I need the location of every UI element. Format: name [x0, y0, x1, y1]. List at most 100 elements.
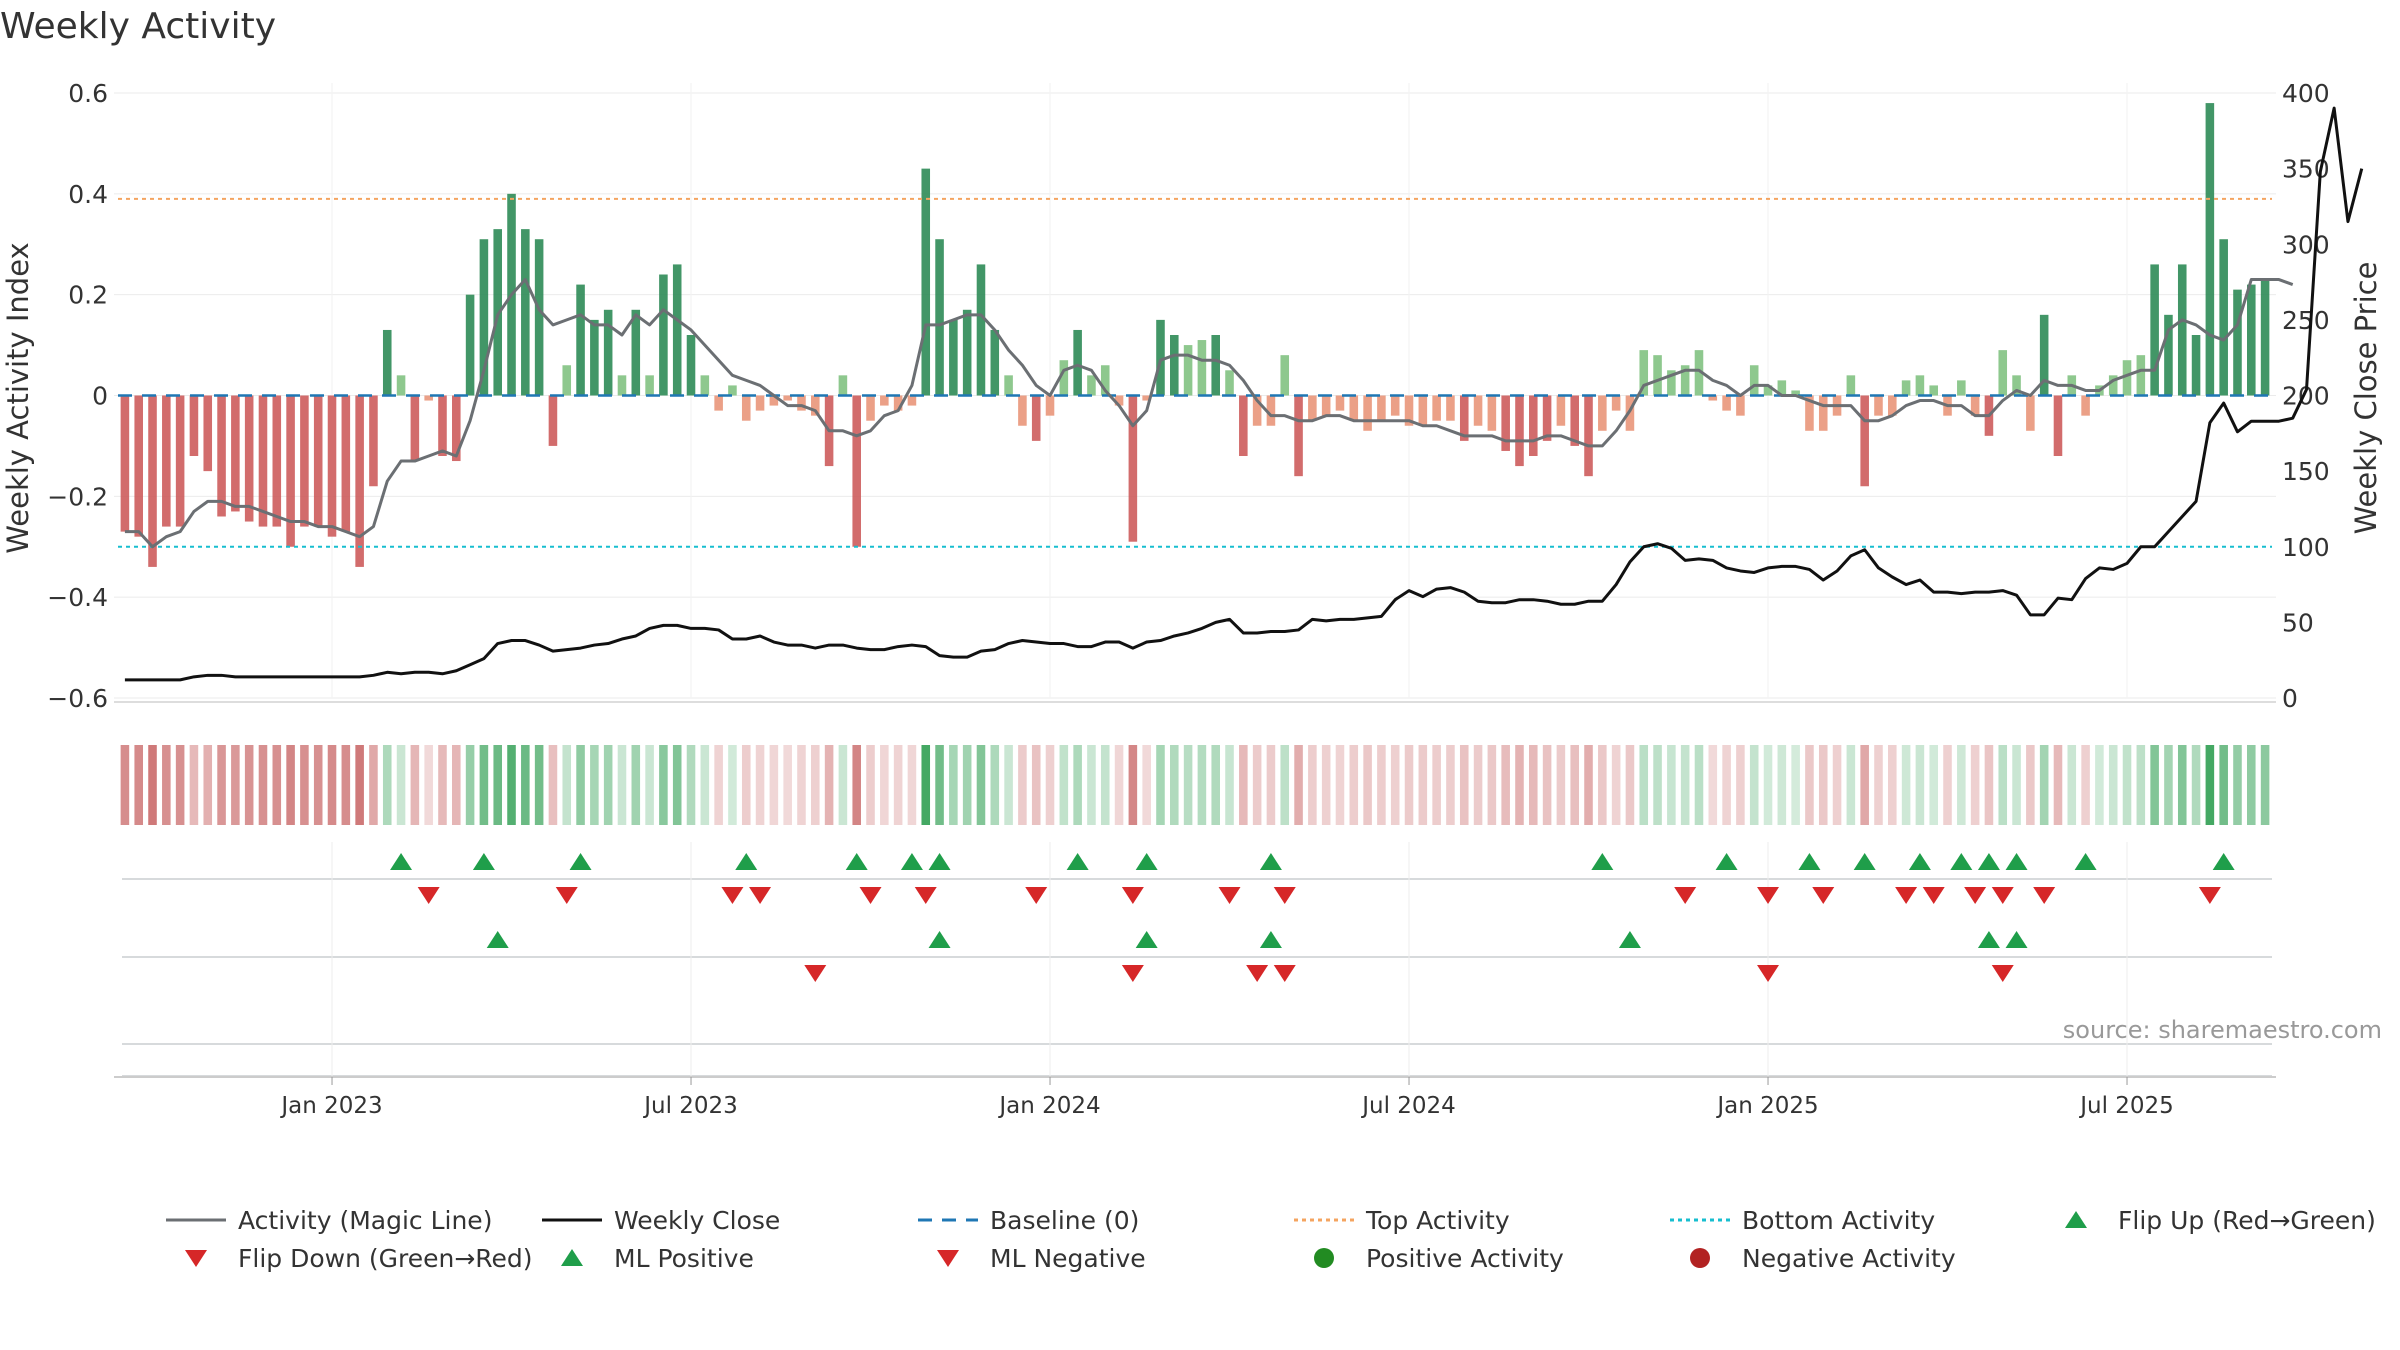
legend: Activity (Magic Line) Weekly Close Basel…	[166, 1205, 2400, 1275]
y-tick-label: 0.2	[68, 281, 108, 310]
legend-label: Flip Down (Green→Red)	[238, 1243, 533, 1273]
activity-bar	[1004, 375, 1013, 396]
activity-bar	[603, 309, 613, 396]
heat-strip-cell	[880, 745, 889, 825]
activity-bar	[1542, 395, 1552, 441]
heat-strip-cell	[700, 745, 710, 825]
activity-bar	[1349, 395, 1359, 421]
activity-bar	[1570, 395, 1579, 446]
flip-up-marker	[845, 853, 868, 870]
activity-bar	[990, 329, 1000, 396]
heat-strip-cell	[2095, 745, 2104, 825]
flip-up-marker	[1135, 853, 1158, 870]
heat-strip-cell	[603, 745, 613, 825]
activity-bar	[452, 395, 461, 462]
activity-bar	[1142, 395, 1151, 401]
activity-bar	[1915, 375, 1925, 396]
activity-bar	[1239, 395, 1248, 456]
activity-bar	[1059, 360, 1069, 396]
heat-strip-cell	[1018, 745, 1027, 825]
activity-bar	[700, 375, 710, 396]
heat-strip-cell	[1073, 745, 1082, 825]
activity-bar	[631, 309, 641, 396]
flip-up-marker	[2074, 853, 2097, 870]
heat-strip-cell	[686, 745, 696, 825]
activity-bar	[1694, 350, 1704, 396]
flip-up-marker	[2212, 853, 2235, 870]
heat-strip-cell	[631, 745, 641, 825]
ml-positive-marker	[486, 931, 509, 948]
legend-label: Flip Up (Red→Green)	[2118, 1205, 2376, 1235]
heat-strip-cell	[479, 745, 489, 825]
activity-bar	[880, 395, 889, 406]
heat-strip-cell	[1598, 745, 1607, 825]
activity-bar	[645, 375, 654, 396]
flip-up-marker	[1950, 853, 1973, 870]
ml-positive-marker	[1618, 931, 1641, 948]
activity-bar	[2233, 289, 2242, 396]
activity-bar	[1266, 395, 1276, 426]
flip-up-marker	[2005, 853, 2028, 870]
x-tick-label: Jan 2023	[279, 1093, 382, 1119]
heat-strip-cell	[1888, 745, 1897, 825]
heat-strip-cell	[452, 745, 461, 825]
y-tick-label: −0.2	[47, 482, 108, 511]
activity-bar	[797, 395, 806, 411]
activity-bar	[1197, 340, 1207, 396]
legend-positive-activity: Positive Activity	[1294, 1243, 1564, 1273]
activity-bar	[1708, 395, 1718, 401]
negative-dot-icon	[1690, 1248, 1710, 1268]
heat-strip-cell	[1970, 745, 1980, 825]
activity-bar	[1846, 375, 1856, 396]
heat-strip-cell	[976, 745, 986, 825]
activity-bar	[935, 239, 944, 396]
activity-bar	[162, 395, 171, 527]
heat-strip-cell	[1473, 745, 1483, 825]
y-axis-label: Weekly Activity Index	[1, 242, 35, 553]
activity-bar	[2177, 264, 2187, 396]
heat-strip-cell	[990, 745, 1000, 825]
activity-bar	[120, 395, 130, 532]
heat-strip-cell	[1777, 745, 1787, 825]
heat-strip-cell	[438, 745, 447, 825]
heat-strip-cell	[1266, 745, 1276, 825]
ml-negative-marker	[804, 965, 827, 982]
activity-bar	[2122, 360, 2132, 396]
activity-bar	[1418, 395, 1428, 426]
heat-strip-cell	[1128, 745, 1138, 825]
heat-strip-cell	[935, 745, 944, 825]
heat-strip-cell	[811, 745, 820, 825]
activity-bar	[1432, 395, 1441, 421]
activity-bar	[921, 168, 931, 396]
activity-bar	[479, 239, 489, 396]
activity-bar	[1888, 395, 1897, 416]
activity-bar	[1018, 395, 1027, 426]
heat-strip-cell	[1004, 745, 1013, 825]
heat-strip-cell	[327, 745, 337, 825]
activity-bar	[1929, 385, 1938, 396]
flip-up-marker	[569, 853, 592, 870]
flip-down-marker	[1922, 887, 1945, 904]
activity-bar	[1363, 395, 1372, 431]
heat-strip-cell	[645, 745, 654, 825]
y2-tick-label: 150	[2282, 457, 2330, 486]
flip-down-marker	[914, 887, 937, 904]
y2-tick-label: 50	[2282, 608, 2314, 637]
heat-strip-cell	[1418, 745, 1428, 825]
heat-strip-cell	[1404, 745, 1414, 825]
activity-bar	[1667, 370, 1676, 396]
heat-strip-cell	[1584, 745, 1593, 825]
activity-bar	[783, 395, 792, 401]
flip-down-marker	[1025, 887, 1048, 904]
activity-bar	[203, 395, 213, 472]
heat-strip-cell	[769, 745, 779, 825]
activity-bar	[355, 395, 364, 567]
activity-bar	[244, 395, 254, 522]
legend-label: ML Negative	[990, 1243, 1146, 1273]
heat-strip-cell	[2247, 745, 2256, 825]
activity-bar	[1818, 395, 1828, 431]
heat-strip-cell	[1736, 745, 1745, 825]
activity-bar	[1308, 395, 1317, 421]
heat-strip-cell	[562, 745, 572, 825]
heat-strip-cell	[1087, 745, 1096, 825]
